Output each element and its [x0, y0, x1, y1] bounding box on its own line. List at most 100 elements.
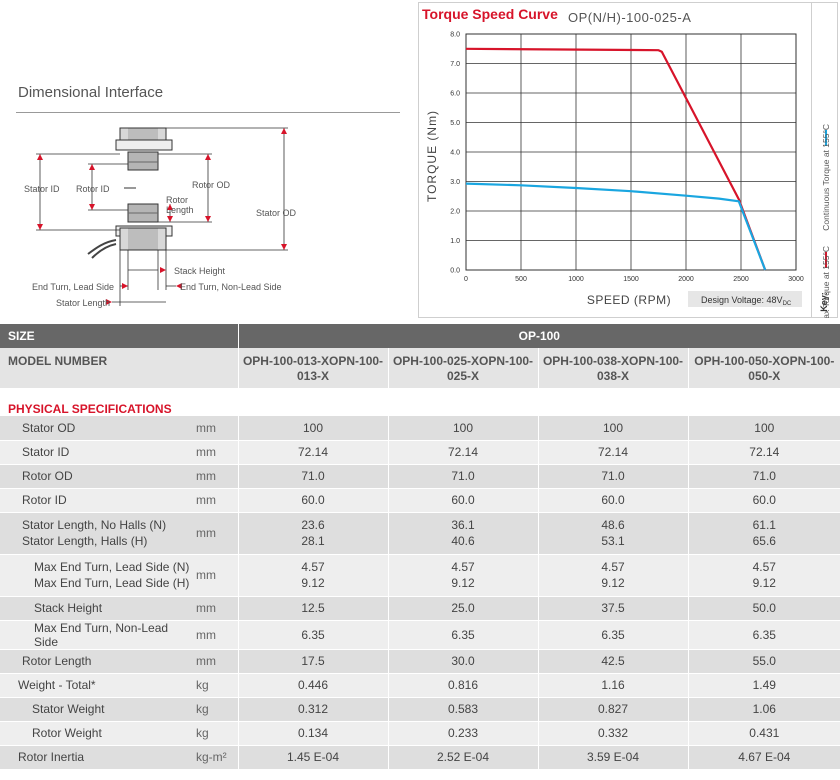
dimension-arrows [37, 128, 287, 305]
x-tick-label: 500 [515, 276, 527, 283]
row-rotor-id: Rotor ID mm 60.0 60.0 60.0 60.0 [0, 488, 840, 513]
model-h: OPH-100-025-X [392, 354, 480, 368]
size-row: SIZE OP-100 [0, 324, 840, 348]
cell-value: 4.57 9.12 [237, 554, 389, 597]
label-stator-length: Stator Length [56, 298, 110, 308]
cell-value: 30.0 [387, 649, 539, 674]
cell-value: 60.0 [537, 488, 689, 513]
row-unit: kg [194, 673, 239, 698]
cell-value: 17.5 [237, 649, 389, 674]
continuous-torque-line [465, 182, 767, 271]
key-max-torque-label: Max Torque at 155°C [821, 246, 831, 318]
dimensional-diagram: Stator ID Rotor ID Rotor OD Rotor Length… [16, 118, 406, 318]
cell-value: 50.0 [687, 596, 840, 621]
model-cell: OPH-100-038-XOPN-100-038-X [537, 348, 689, 388]
row-label: Rotor Length [0, 649, 194, 674]
row-unit: mm [194, 488, 239, 513]
row-label-line: Max End Turn, Lead Side (H) [34, 576, 190, 590]
spec-table: SIZE OP-100 MODEL NUMBER OPH-100-013-XOP… [0, 324, 840, 770]
row-max-end-turn-nonlead: Max End Turn, Non-Lead Side mm 6.35 6.35… [0, 620, 840, 650]
model-cell: OPH-100-050-XOPN-100-050-X [687, 348, 840, 388]
cell-value: 0.816 [387, 673, 539, 698]
model-n: OPN-100-013-X [297, 354, 384, 383]
label-rotor-id: Rotor ID [76, 184, 110, 194]
row-stator-od: Stator OD mm 100 100 100 100 [0, 416, 840, 441]
cell-value: 100 [387, 416, 539, 441]
cell-value: 1.06 [687, 697, 840, 722]
design-voltage-main: Design Voltage: 48V [701, 295, 783, 305]
chart-key: Key: Max Torque at 155°C Continuous Torq… [819, 124, 831, 318]
model-cell: OPH-100-013-XOPN-100-013-X [237, 348, 389, 388]
row-label: Rotor Inertia [0, 745, 194, 770]
x-tick-label: 1000 [568, 276, 584, 283]
row-label: Stack Height [0, 596, 194, 621]
row-unit: kg [194, 697, 239, 722]
row-label: Stator Length, No Halls (N) Stator Length… [0, 512, 194, 555]
row-label: Rotor OD [0, 464, 194, 489]
row-weight-total: Weight - Total* kg 0.446 0.816 1.16 1.49 [0, 673, 840, 698]
cell-value: 6.35 [687, 620, 840, 650]
cell-value: 55.0 [687, 649, 840, 674]
cell-value: 48.6 53.1 [537, 512, 689, 555]
chart-title: Torque Speed Curve [422, 6, 558, 22]
cell-value: 6.35 [537, 620, 689, 650]
cell-value: 36.1 40.6 [387, 512, 539, 555]
cell-value: 4.67 E-04 [687, 745, 840, 770]
y-tick-label: 3.0 [450, 179, 460, 186]
cell-value: 0.431 [687, 721, 840, 746]
value-line: 4.57 [752, 560, 776, 574]
value-line: 65.6 [752, 534, 776, 548]
cell-value: 72.14 [687, 440, 840, 465]
chart-grid [465, 33, 797, 271]
cell-value: 42.5 [537, 649, 689, 674]
cell-value: 4.57 9.12 [387, 554, 539, 597]
y-tick-label: 1.0 [450, 238, 460, 245]
cell-value: 37.5 [537, 596, 689, 621]
value-line: 40.6 [451, 534, 475, 548]
row-unit: mm [194, 416, 239, 441]
chart-subtitle: OP(N/H)-100-025-A [568, 10, 692, 25]
cell-value: 100 [537, 416, 689, 441]
row-label-line: Stator Length, No Halls (N) [22, 518, 167, 532]
y-axis-label: TORQUE (Nm) [425, 110, 439, 202]
row-rotor-weight: Rotor Weight kg 0.134 0.233 0.332 0.431 [0, 721, 840, 746]
row-label: Weight - Total* [0, 673, 194, 698]
x-tick-label: 3000 [788, 276, 804, 283]
cell-value: 72.14 [387, 440, 539, 465]
cell-value: 60.0 [687, 488, 840, 513]
model-n: OPN-100-050-X [748, 354, 835, 383]
torque-speed-chart: 0 500 1000 1500 2000 2500 3000 0.0 1.0 2.0 3.0 4.0 5… [425, 32, 831, 319]
y-tick-label: 5.0 [450, 120, 460, 127]
cell-value: 100 [687, 416, 840, 441]
row-label: Stator ID [0, 440, 194, 465]
y-tick-label: 0.0 [450, 268, 460, 275]
row-unit: mm [194, 464, 239, 489]
row-label-line: Stator Length, Halls (H) [22, 534, 148, 548]
title-rule [16, 112, 400, 113]
y-tick-label: 2.0 [450, 209, 460, 216]
cell-value: 1.16 [537, 673, 689, 698]
design-voltage-box [688, 291, 802, 307]
cell-value: 1.49 [687, 673, 840, 698]
row-label: Stator Weight [0, 697, 194, 722]
value-line: 9.12 [601, 576, 625, 590]
model-n: OPN-100-038-X [597, 354, 684, 383]
physical-specs-heading: PHYSICAL SPECIFICATIONS [8, 402, 172, 416]
value-line: 28.1 [301, 534, 325, 548]
y-tick-label: 6.0 [450, 91, 460, 98]
row-unit: mm [194, 596, 239, 621]
value-line: 9.12 [451, 576, 475, 590]
label-stator-id: Stator ID [24, 184, 60, 194]
cell-value: 4.57 9.12 [537, 554, 689, 597]
x-tick-label: 0 [464, 276, 468, 283]
model-h: OPH-100-013-X [242, 354, 330, 368]
value-line: 53.1 [601, 534, 625, 548]
cell-value: 0.446 [237, 673, 389, 698]
row-stator-id: Stator ID mm 72.14 72.14 72.14 72.14 [0, 440, 840, 465]
row-rotor-length: Rotor Length mm 17.5 30.0 42.5 55.0 [0, 649, 840, 674]
row-label: Max End Turn, Non-Lead Side [0, 620, 194, 650]
value-line: 36.1 [451, 518, 475, 532]
model-h: OPH-100-038-X [542, 354, 630, 368]
x-tick-label: 2500 [733, 276, 749, 283]
y-tick-label: 8.0 [450, 32, 460, 39]
